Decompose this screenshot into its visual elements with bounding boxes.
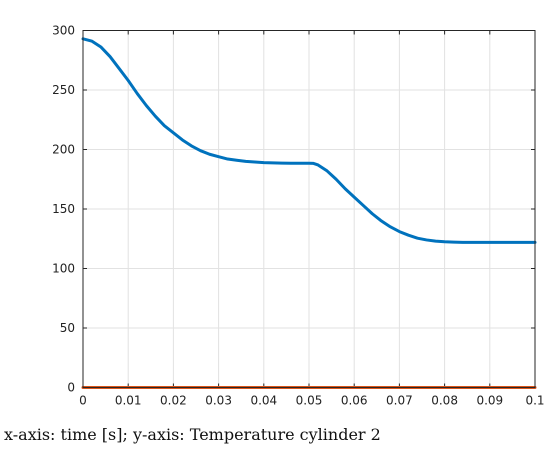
- y-tick-label: 0: [67, 381, 75, 395]
- x-tick-label: 0.08: [431, 394, 458, 408]
- y-tick-labels: 0 50 100 150 200 250 300: [52, 24, 75, 395]
- y-tick-label: 200: [52, 143, 75, 157]
- figure-caption: x-axis: time [s]; y-axis: Temperature cy…: [4, 425, 381, 444]
- y-tick-label: 250: [52, 83, 75, 97]
- y-tick-label: 300: [52, 24, 75, 38]
- series-line-1: [81, 37, 537, 244]
- x-tick-label: 0: [79, 394, 87, 408]
- y-tick-label: 150: [52, 202, 75, 216]
- y-tick-label: 100: [52, 262, 75, 276]
- x-tick-labels: 0 0.01 0.02 0.03 0.04 0.05 0.06 0.07 0.08 0.09 0.1: [79, 394, 544, 408]
- plot-frame: [82, 30, 536, 388]
- x-tick-label: 0.05: [296, 394, 323, 408]
- x-tick-label: 0.01: [115, 394, 142, 408]
- x-tick-label: 0.07: [386, 394, 413, 408]
- y-tick-label: 50: [60, 321, 75, 335]
- x-tick-label: 0.02: [160, 394, 187, 408]
- x-tick-label: 0.04: [250, 394, 277, 408]
- x-tick-label: 0.03: [205, 394, 232, 408]
- x-tick-label: 0.09: [476, 394, 503, 408]
- x-tick-label: 0.06: [341, 394, 368, 408]
- x-tick-label: 0.1: [525, 394, 544, 408]
